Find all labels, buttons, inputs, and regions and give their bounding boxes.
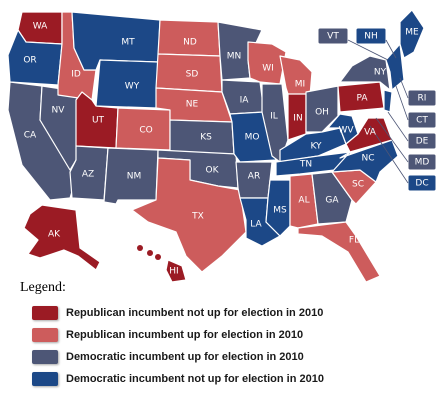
label-mi: MI — [295, 80, 305, 90]
state-nc[interactable] — [331, 139, 399, 183]
state-tx[interactable] — [131, 157, 247, 273]
legend-label: Democratic incumbent up for election in … — [66, 351, 304, 363]
label-mn: MN — [227, 52, 242, 62]
label-ny: NY — [374, 68, 387, 78]
label-me: ME — [405, 28, 419, 38]
state-al[interactable] — [289, 173, 319, 229]
label-wi: WI — [262, 64, 274, 74]
legend-label: Republican incumbent up for election in … — [66, 329, 304, 341]
state-oh[interactable] — [305, 85, 339, 133]
label-hi: HI — [169, 267, 178, 277]
label-fl: FL — [349, 236, 359, 246]
state-ak[interactable] — [23, 204, 101, 271]
label-mt: MT — [121, 38, 135, 48]
label-nc: NC — [361, 154, 374, 164]
label-ca: CA — [24, 131, 37, 141]
label-ut: UT — [92, 116, 105, 126]
label-dc: DC — [415, 179, 428, 189]
label-nv: NV — [52, 106, 66, 116]
box-vt[interactable] — [317, 27, 349, 45]
label-or: OR — [23, 56, 36, 66]
label-co: CO — [139, 126, 152, 136]
legend-item-dem-up: Democratic incumbent up for election in … — [14, 346, 434, 368]
state-hi-island-3 — [155, 254, 161, 260]
state-fl[interactable] — [297, 221, 381, 283]
label-de: DE — [416, 137, 429, 147]
label-ak: AK — [48, 230, 61, 240]
label-la: LA — [250, 220, 262, 230]
label-wv: WV — [338, 126, 354, 136]
label-ar: AR — [248, 172, 260, 182]
legend-item-dem-not-up: Democratic incumbent not up for election… — [14, 368, 434, 390]
state-hi-island-1 — [137, 245, 143, 251]
us-map: WA OR CA NV ID MT WY UT AZ CO NM ND SD N… — [7, 9, 437, 283]
label-al: AL — [298, 196, 309, 206]
legend-item-rep-not-up: Republican incumbent not up for election… — [14, 302, 434, 324]
label-ct: CT — [416, 116, 428, 126]
label-ms: MS — [273, 206, 287, 216]
label-ky: KY — [310, 142, 322, 152]
state-ne-states[interactable] — [385, 43, 405, 91]
label-sd: SD — [186, 70, 199, 80]
legend-title: Legend: — [20, 280, 66, 295]
label-ne: NE — [186, 100, 199, 110]
state-va[interactable] — [345, 117, 393, 153]
legend-swatch — [32, 328, 58, 342]
legend-label: Republican incumbent not up for election… — [66, 307, 324, 319]
label-md: MD — [415, 158, 430, 168]
legend-swatch — [32, 306, 58, 320]
legend-item-rep-up: Republican incumbent up for election in … — [14, 324, 434, 346]
label-il: IL — [270, 112, 278, 122]
label-ok: OK — [206, 166, 220, 176]
label-wy: WY — [125, 82, 140, 92]
label-nh: NH — [364, 32, 378, 42]
label-tn: TN — [299, 160, 312, 170]
label-sc: SC — [352, 180, 364, 190]
label-nm: NM — [127, 172, 142, 182]
label-wa: WA — [33, 22, 48, 32]
label-ks: KS — [200, 133, 212, 143]
label-mo: MO — [245, 133, 260, 143]
state-me[interactable] — [399, 9, 425, 59]
label-az: AZ — [82, 170, 94, 180]
legend-swatch — [32, 372, 58, 386]
box-nh[interactable] — [355, 27, 387, 45]
state-ga[interactable] — [311, 171, 353, 225]
label-ga: GA — [325, 196, 339, 206]
legend-label: Democratic incumbent not up for election… — [66, 373, 324, 385]
label-nd: ND — [183, 38, 197, 48]
label-oh: OH — [315, 108, 329, 118]
legend-swatch — [32, 350, 58, 364]
label-tx: TX — [191, 212, 204, 222]
state-hi-island-2 — [147, 250, 153, 256]
state-wi[interactable] — [247, 41, 287, 85]
legend: Legend: Republican incumbent not up for … — [14, 280, 434, 390]
state-nj[interactable] — [383, 89, 393, 113]
label-pa: PA — [356, 94, 368, 104]
label-in: IN — [293, 114, 302, 124]
label-ri: RI — [418, 94, 427, 104]
label-id: ID — [71, 70, 81, 80]
connector-lines — [347, 39, 409, 184]
state-hi[interactable] — [165, 259, 187, 283]
label-ia: IA — [240, 96, 250, 106]
label-vt: VT — [327, 32, 339, 42]
label-va: VA — [364, 128, 377, 138]
